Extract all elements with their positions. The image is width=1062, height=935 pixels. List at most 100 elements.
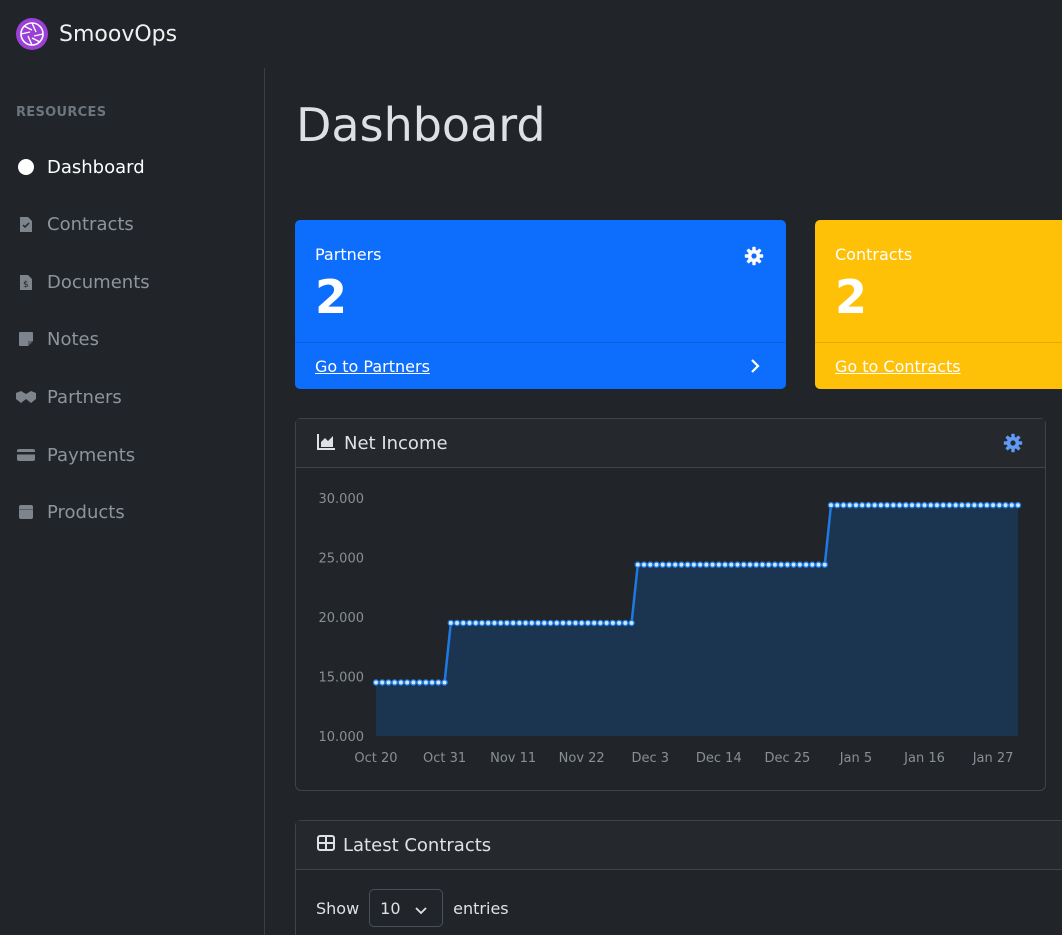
chevron-right-icon[interactable]	[748, 358, 762, 374]
data-point	[765, 561, 772, 568]
data-point	[516, 619, 523, 627]
logo-icon[interactable]	[16, 18, 48, 50]
data-point	[397, 679, 405, 686]
data-point	[709, 561, 716, 568]
sidebar: RESOURCES Dashboard Contracts $ Document…	[0, 68, 265, 935]
data-point	[871, 501, 878, 509]
data-point	[996, 501, 1003, 509]
data-point	[403, 679, 411, 686]
data-point	[410, 679, 417, 686]
data-point	[665, 561, 673, 568]
stat-footer: Go to Contracts	[815, 342, 1062, 389]
data-point	[640, 561, 648, 568]
data-point	[441, 679, 448, 686]
entries-control: Show 10 entries	[316, 889, 509, 927]
data-point	[428, 679, 436, 686]
data-point	[584, 619, 592, 627]
data-point	[971, 501, 978, 509]
y-tick-label: 10.000	[319, 730, 365, 745]
sidebar-item-documents[interactable]: $ Documents	[16, 267, 150, 297]
sidebar-item-label: Dashboard	[47, 156, 145, 178]
entries-label: entries	[453, 898, 509, 918]
data-point	[522, 619, 529, 627]
sidebar-item-label: Documents	[47, 271, 150, 293]
sidebar-item-label: Products	[47, 501, 125, 523]
sidebar-item-products[interactable]: Products	[16, 497, 125, 527]
data-point	[509, 619, 517, 627]
table-icon	[317, 835, 335, 855]
y-tick-label: 20.000	[319, 611, 365, 626]
data-point	[541, 619, 548, 627]
data-point	[565, 619, 573, 627]
data-point	[578, 619, 585, 627]
data-point	[740, 561, 747, 568]
sidebar-item-contracts[interactable]: Contracts	[16, 209, 134, 239]
data-point	[547, 619, 554, 627]
data-point	[983, 501, 991, 509]
data-point	[653, 561, 660, 568]
data-point	[647, 561, 654, 568]
series-area	[376, 505, 1018, 736]
data-point	[603, 619, 610, 627]
data-point	[385, 679, 392, 686]
sidebar-item-dashboard[interactable]: Dashboard	[16, 152, 145, 182]
panel-title: Latest Contracts	[343, 834, 492, 856]
data-point	[939, 501, 947, 509]
brand-name[interactable]: SmoovOps	[59, 21, 178, 47]
data-point	[746, 561, 754, 568]
data-point	[491, 619, 498, 627]
go-to-partners-link[interactable]: Go to Partners	[315, 357, 430, 376]
go-to-contracts-link[interactable]: Go to Contracts	[835, 357, 961, 376]
data-point	[821, 561, 829, 568]
data-point	[989, 501, 997, 509]
data-point	[877, 501, 885, 509]
y-tick-label: 25.000	[319, 552, 365, 567]
gear-icon[interactable]	[744, 246, 764, 266]
data-point	[478, 619, 486, 627]
data-point	[553, 619, 561, 627]
net-income-panel: Net Income 10.000 15.000 20.000 25.000 30.00…	[295, 418, 1046, 791]
data-point	[690, 561, 698, 568]
sidebar-item-partners[interactable]: Partners	[16, 382, 122, 412]
data-point	[852, 501, 860, 509]
stat-value: 2	[835, 270, 868, 324]
data-point	[460, 619, 467, 627]
sidebar-item-notes[interactable]: Notes	[16, 324, 99, 354]
data-point	[908, 501, 916, 509]
gear-icon[interactable]	[1003, 433, 1023, 453]
page-size-select[interactable]: 10	[369, 889, 444, 927]
stat-label: Contracts	[835, 245, 913, 264]
data-point	[933, 501, 941, 509]
data-point	[858, 501, 866, 509]
contract-file-icon	[16, 214, 36, 234]
data-point	[809, 561, 816, 568]
show-label: Show	[316, 898, 360, 918]
stat-label: Partners	[315, 245, 382, 264]
panel-header: Latest Contracts	[296, 821, 1062, 870]
invoice-file-icon: $	[16, 272, 36, 292]
x-tick-label: Oct 20	[354, 751, 397, 766]
sticky-note-icon	[16, 329, 36, 349]
data-point	[759, 561, 766, 568]
stat-value: 2	[315, 270, 348, 324]
data-point	[703, 561, 710, 568]
data-point	[846, 501, 853, 509]
data-point	[728, 561, 735, 568]
data-point	[634, 561, 642, 568]
data-point	[472, 619, 479, 627]
y-tick-label: 15.000	[319, 671, 365, 686]
partners-stat-card: Partners 2 Go to Partners	[295, 220, 786, 389]
data-point	[840, 501, 847, 509]
sidebar-item-payments[interactable]: Payments	[16, 440, 135, 470]
data-point	[902, 501, 910, 509]
top-navbar: SmoovOps	[0, 0, 1062, 68]
latest-contracts-panel: Latest Contracts Show 10 entries	[295, 820, 1062, 935]
data-point	[372, 679, 380, 686]
data-point	[784, 561, 791, 568]
data-point	[771, 561, 779, 568]
data-point	[391, 679, 398, 686]
x-tick-label: Jan 5	[839, 751, 872, 766]
x-tick-label: Nov 22	[559, 751, 605, 766]
sidebar-item-label: Partners	[47, 386, 122, 408]
data-point	[447, 619, 455, 627]
